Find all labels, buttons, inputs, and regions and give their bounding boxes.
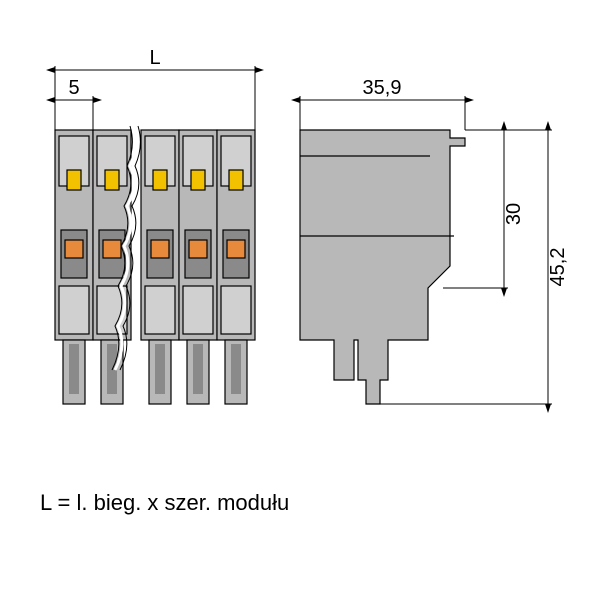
side-view: 35,9 30 45,2 bbox=[300, 77, 569, 404]
front-view: 5 L bbox=[55, 47, 255, 404]
dim-overall-L: L bbox=[55, 47, 255, 130]
dim-side-height-30: 30 bbox=[443, 130, 525, 288]
dim-value-side-w: 35,9 bbox=[363, 77, 402, 99]
yellow-tab bbox=[67, 170, 81, 190]
dim-side-width: 35,9 bbox=[300, 77, 465, 130]
side-profile bbox=[300, 130, 465, 404]
dim-value-L: L bbox=[149, 47, 160, 69]
dim-value-side-h1: 30 bbox=[503, 203, 525, 225]
orange-tab bbox=[65, 240, 83, 258]
dim-module-width: 5 bbox=[55, 77, 93, 130]
dim-value-module: 5 bbox=[68, 77, 79, 99]
caption-text: L = l. bieg. x szer. modułu bbox=[40, 490, 289, 515]
dim-value-side-h2: 45,2 bbox=[547, 248, 569, 287]
module-column bbox=[55, 130, 255, 404]
